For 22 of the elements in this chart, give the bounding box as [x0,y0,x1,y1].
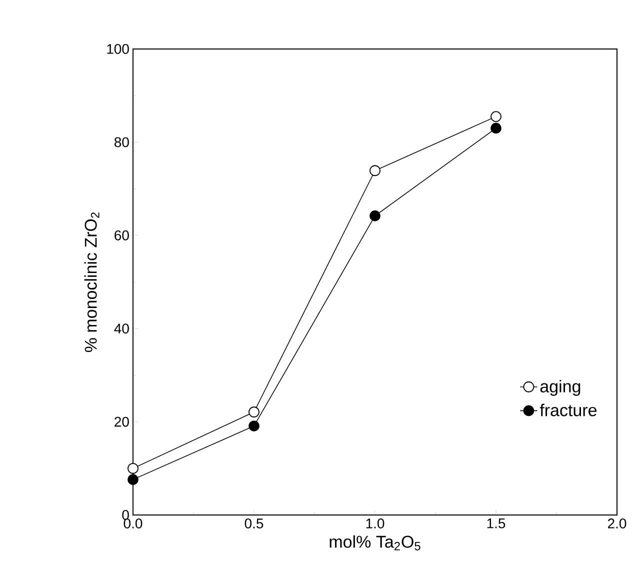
y-tick-label: 100 [107,44,129,54]
point [370,165,380,176]
point [490,111,502,122]
y-tick-label: 60 [114,230,129,240]
x-tick-label: 0.5 [244,518,264,528]
point [128,474,138,485]
y-tick-label: 80 [114,137,129,148]
point [248,420,260,432]
x-tick-label: 1.5 [487,518,506,528]
point [248,406,260,418]
x-tick-label: 2.0 [608,518,626,528]
y-tick-label: 40 [114,324,129,334]
legend-label: aging [540,380,580,396]
y-tick-label: 20 [114,416,129,427]
x-tick-label: 1.0 [366,518,384,528]
point [128,462,138,474]
point [370,210,380,222]
x-tick-label: 0.0 [124,518,142,528]
legend-label: fracture [540,404,597,416]
x-axis-title: mol% Ta$_{2}$O$_{5}$ [330,535,420,550]
y-axis-title: % monoclinic ZrO$_{2}$ [84,212,100,352]
point [490,122,502,134]
